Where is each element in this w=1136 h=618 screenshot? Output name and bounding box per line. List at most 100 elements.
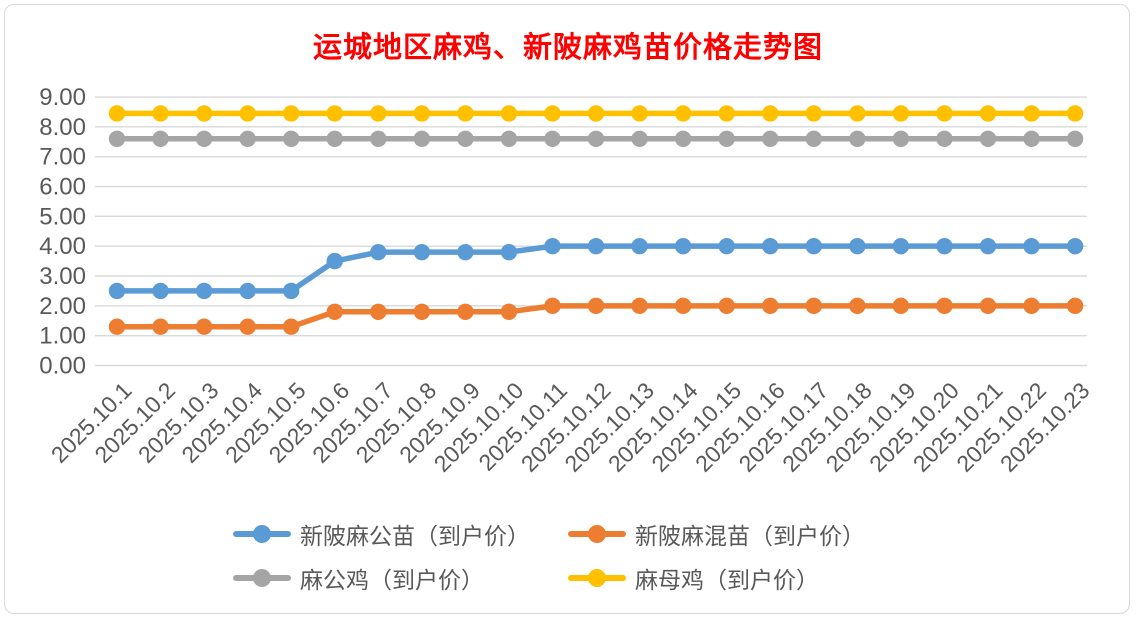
data-point-marker: [892, 105, 910, 122]
legend-item-label: 麻公鸡（到户价）: [300, 567, 484, 593]
data-point-marker: [500, 105, 518, 122]
data-point-marker: [805, 297, 822, 315]
data-point-marker: [283, 318, 300, 335]
data-point-marker: [1066, 237, 1084, 255]
data-point-marker: [283, 282, 300, 300]
data-point-marker: [152, 130, 169, 147]
data-point-marker: [805, 237, 822, 255]
data-point-marker: [413, 130, 431, 147]
data-point-marker: [195, 105, 213, 122]
data-point-marker: [718, 105, 735, 122]
data-point-marker: [283, 105, 300, 122]
legend-line-marker-icon: [568, 568, 626, 588]
data-point-marker: [805, 105, 822, 122]
legend-item-hunmiao: 新陂麻混苗（到户价）: [568, 514, 903, 554]
y-tick-label: 9.00: [39, 84, 86, 111]
data-point-marker: [762, 130, 779, 147]
data-point-marker: [370, 105, 387, 122]
data-point-marker: [936, 130, 953, 147]
data-point-marker: [674, 297, 692, 315]
data-point-marker: [631, 130, 648, 147]
data-point-marker: [544, 105, 561, 122]
data-point-marker: [979, 297, 997, 315]
data-point-marker: [631, 297, 648, 315]
series-2: [108, 130, 1084, 147]
data-point-marker: [326, 105, 343, 122]
data-point-marker: [413, 105, 431, 122]
data-point-marker: [674, 237, 692, 255]
data-point-marker: [936, 105, 953, 122]
data-point-marker: [239, 130, 256, 147]
y-tick-label: 0.00: [39, 353, 86, 380]
data-point-marker: [805, 130, 822, 147]
y-tick-label: 7.00: [39, 144, 86, 171]
data-point-marker: [108, 282, 126, 300]
data-point-marker: [326, 303, 343, 321]
data-point-marker: [1066, 105, 1084, 122]
data-point-marker: [849, 130, 866, 147]
data-point-marker: [631, 237, 648, 255]
legend-item-label: 新陂麻公苗（到户价）: [300, 523, 530, 549]
data-point-marker: [762, 105, 779, 122]
data-point-marker: [413, 303, 431, 321]
legend-line-marker-icon: [568, 524, 626, 544]
data-point-marker: [1023, 130, 1040, 147]
legend-line-marker-icon: [233, 568, 291, 588]
data-point-marker: [587, 130, 605, 147]
data-point-marker: [1066, 130, 1084, 147]
data-point-marker: [1066, 297, 1084, 315]
data-point-marker: [195, 130, 213, 147]
legend-item-label: 麻母鸡（到户价）: [635, 567, 819, 593]
y-axis-labels: 0.00 1.00 2.00 3.00 4.00 5.006.00 7.00 8.00 9.00: [39, 84, 86, 379]
data-point-marker: [892, 297, 910, 315]
data-point-marker: [674, 130, 692, 147]
series-3: [108, 105, 1084, 122]
data-point-marker: [979, 105, 997, 122]
data-point-marker: [544, 297, 561, 315]
series-1: [108, 297, 1084, 335]
data-point-marker: [544, 130, 561, 147]
data-point-marker: [631, 105, 648, 122]
legend-line-marker-icon: [233, 524, 291, 544]
y-tick-label: 6.00: [39, 174, 86, 201]
legend-item-label: 新陂麻混苗（到户价）: [635, 523, 865, 549]
data-point-marker: [457, 105, 474, 122]
data-point-marker: [108, 105, 126, 122]
data-point-marker: [195, 282, 213, 300]
y-tick-label: 5.00: [39, 203, 86, 230]
data-point-marker: [370, 130, 387, 147]
data-point-marker: [979, 237, 997, 255]
data-point-marker: [108, 318, 126, 335]
legend: 新陂麻公苗（到户价） 新陂麻混苗（到户价） 麻公鸡（到户价） 麻母鸡（到户价）: [0, 514, 1136, 598]
legend-item-magongji: 麻公鸡（到户价）: [233, 558, 568, 598]
data-point-marker: [195, 318, 213, 335]
data-point-marker: [587, 105, 605, 122]
data-point-marker: [152, 105, 169, 122]
data-point-marker: [239, 318, 256, 335]
data-point-marker: [849, 105, 866, 122]
data-point-marker: [718, 297, 735, 315]
data-point-marker: [413, 243, 431, 261]
gridlines: [95, 96, 1087, 367]
data-point-marker: [936, 297, 953, 315]
y-tick-label: 8.00: [39, 114, 86, 141]
data-point-marker: [500, 130, 518, 147]
data-point-marker: [457, 303, 474, 321]
data-point-marker: [239, 282, 256, 300]
data-point-marker: [326, 130, 343, 147]
legend-item-gongmiao: 新陂麻公苗（到户价）: [233, 514, 568, 554]
data-point-marker: [1023, 297, 1040, 315]
data-point-marker: [239, 105, 256, 122]
data-point-marker: [936, 237, 953, 255]
data-point-marker: [370, 303, 387, 321]
data-point-marker: [979, 130, 997, 147]
y-tick-label: 4.00: [39, 233, 86, 260]
data-point-marker: [326, 252, 343, 270]
data-point-marker: [108, 130, 126, 147]
data-point-marker: [762, 237, 779, 255]
series-0: [108, 237, 1084, 300]
data-point-marker: [674, 105, 692, 122]
y-tick-label: 1.00: [39, 323, 86, 350]
